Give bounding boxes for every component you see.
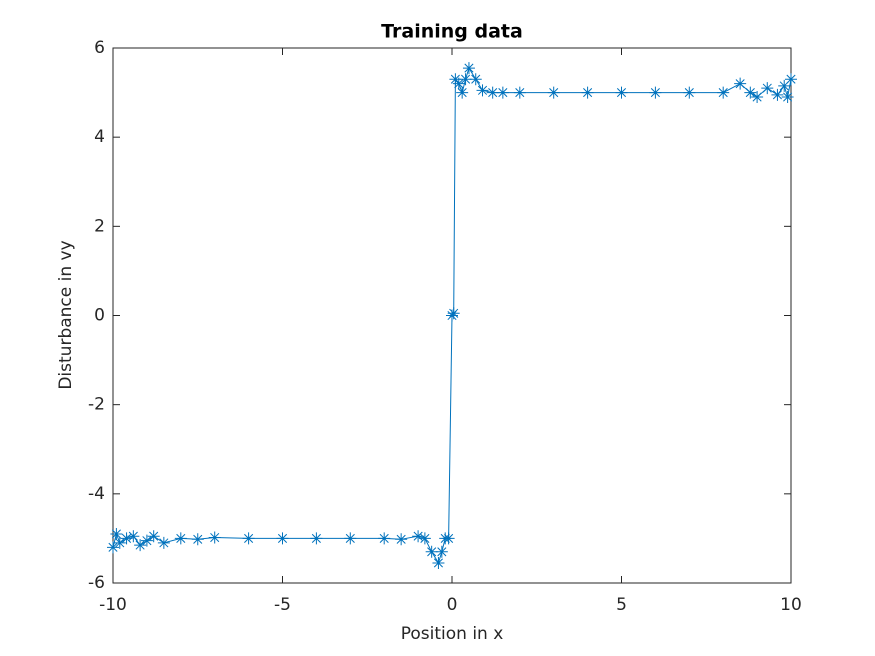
data-point: [442, 532, 455, 545]
data-point: [469, 73, 482, 86]
data-point: [781, 91, 794, 104]
data-point: [127, 530, 140, 543]
data-point: [462, 62, 475, 75]
data-point: [547, 86, 560, 99]
y-tick-label: -6: [88, 573, 105, 593]
data-point: [432, 556, 445, 569]
data-point: [412, 530, 425, 543]
data-point: [147, 530, 160, 543]
data-point: [581, 86, 594, 99]
x-tick-label: -10: [99, 595, 127, 615]
data-point: [449, 73, 462, 86]
data-point: [174, 532, 187, 545]
data-point: [435, 545, 448, 558]
data-point: [683, 86, 696, 99]
x-tick-label: -5: [274, 595, 291, 615]
y-tick-label: 4: [94, 127, 105, 147]
data-point: [744, 86, 757, 99]
data-point: [107, 541, 119, 554]
data-point: [778, 79, 791, 92]
data-point: [717, 86, 730, 99]
data-point: [513, 86, 526, 99]
data-point: [191, 533, 204, 546]
y-tick-label: 0: [94, 306, 105, 326]
data-point: [452, 77, 465, 90]
data-point: [496, 86, 509, 99]
data-point: [751, 91, 764, 104]
data-point: [378, 532, 391, 545]
data-point: [486, 86, 499, 99]
y-tick-label: -4: [88, 484, 105, 504]
x-axis-label: Position in x: [401, 624, 504, 644]
data-point: [447, 307, 460, 320]
y-tick-label: 6: [94, 38, 105, 58]
data-point: [242, 532, 255, 545]
data-point: [310, 532, 323, 545]
chart-title: Training data: [381, 21, 523, 43]
data-point: [771, 88, 784, 101]
data-point: [456, 86, 469, 99]
x-tick-label: 0: [447, 595, 458, 615]
x-tick-label: 5: [616, 595, 627, 615]
data-point: [418, 532, 431, 545]
data-point: [395, 533, 408, 546]
data-point: [134, 539, 147, 552]
data-point: [208, 531, 221, 544]
data-point: [120, 532, 133, 545]
data-point: [459, 73, 472, 86]
data-point: [140, 534, 153, 547]
data-point: [734, 77, 747, 90]
y-tick-label: -2: [88, 395, 105, 415]
data-point: [761, 82, 774, 95]
data-point: [476, 84, 489, 97]
data-point: [425, 545, 438, 558]
data-point: [344, 532, 357, 545]
y-tick-label: 2: [94, 216, 105, 236]
y-axis-label: Disturbance in vy: [56, 240, 76, 389]
data-point: [113, 536, 126, 549]
x-tick-label: 10: [780, 595, 802, 615]
data-point: [615, 86, 628, 99]
data-point: [276, 532, 289, 545]
data-point: [649, 86, 662, 99]
data-point: [785, 73, 797, 86]
data-point: [157, 536, 170, 549]
data-point: [110, 527, 123, 540]
